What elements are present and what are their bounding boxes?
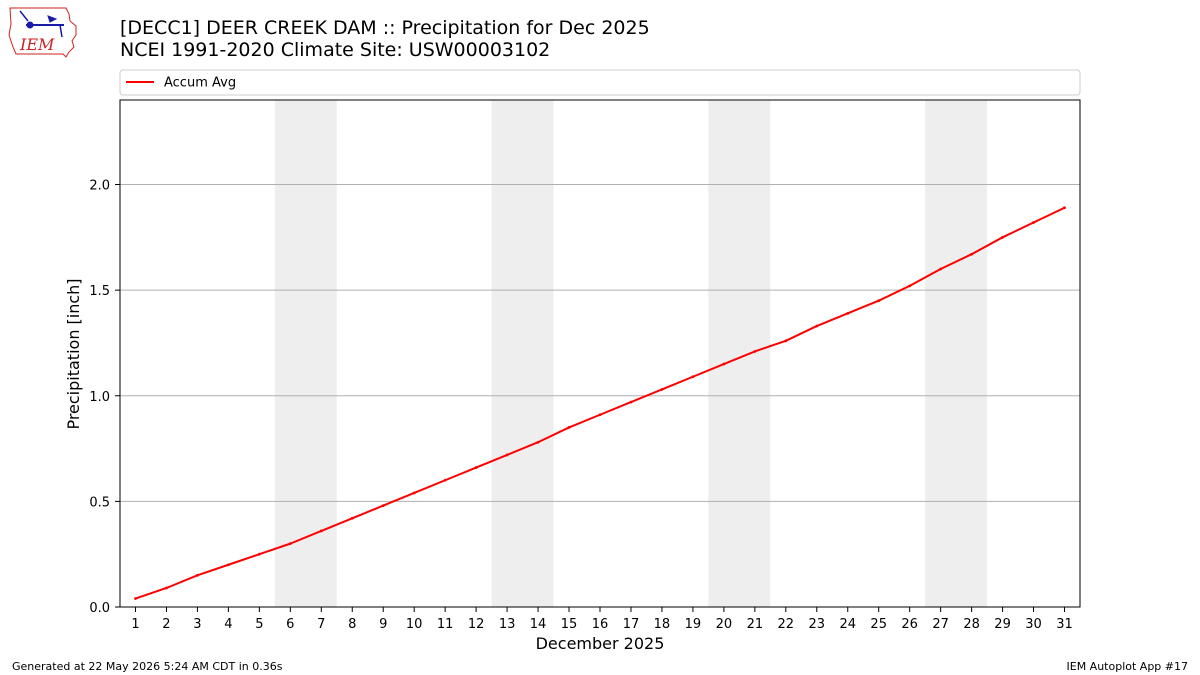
x-tick-label-11: 11 [437,617,454,632]
x-tick-label-3: 3 [193,617,201,632]
data-point-day-23 [815,324,819,328]
data-point-day-19 [691,375,695,379]
x-tick-label-30: 30 [1025,617,1042,632]
grid-lines [120,184,1080,502]
weekend-shading [274,100,988,607]
data-point-day-13 [505,453,509,457]
x-axis-ticks: 1 2 3 4 5 6 7 8 9 10 11 12 13 14 15 16 17 18 19 20 21 22 23 24 2… [131,607,1073,632]
series-layer [134,206,1066,600]
data-point-day-31 [1063,206,1066,210]
x-tick-label-5: 5 [255,617,263,632]
x-tick-label-24: 24 [839,617,856,632]
data-point-day-9 [381,504,385,507]
data-point-day-6 [288,542,292,546]
x-tick-label-29: 29 [994,617,1011,632]
data-point-day-3 [196,573,199,577]
x-tick-label-12: 12 [468,617,485,632]
x-tick-label-8: 8 [348,617,356,632]
data-point-day-10 [412,491,416,495]
data-point-day-8 [350,516,354,520]
x-tick-label-19: 19 [685,617,702,632]
data-point-day-7 [319,529,323,533]
iowa-outline-icon [8,7,77,58]
data-point-day-1 [134,597,137,600]
y-tick-label-3: 1.5 [89,284,110,299]
data-point-day-15 [567,426,571,429]
x-tick-label-7: 7 [317,617,325,632]
x-tick-label-22: 22 [778,617,795,632]
weekend-band-4 [925,100,988,607]
data-point-day-26 [908,284,912,288]
data-point-day-18 [660,388,664,391]
chart-title: [DECC1] DEER CREEK DAM :: Precipitation … [120,17,650,39]
x-tick-label-27: 27 [932,617,949,632]
data-point-day-11 [443,478,447,482]
x-tick-label-10: 10 [406,617,423,632]
legend: Accum Avg [119,69,1081,96]
data-point-day-30 [1032,221,1035,224]
app-label: IEM Autoplot App #17 [1066,660,1189,673]
x-tick-label-21: 21 [747,617,764,632]
x-tick-label-18: 18 [654,617,671,632]
weekend-band-2 [491,100,554,607]
x-tick-label-9: 9 [379,617,387,632]
x-tick-label-28: 28 [963,617,980,632]
legend-label: Accum Avg [164,76,236,91]
weekend-band-3 [708,100,771,607]
x-tick-label-31: 31 [1056,617,1073,632]
data-point-day-27 [939,267,943,271]
data-point-day-29 [1001,235,1004,239]
data-point-day-20 [722,362,726,366]
data-point-day-12 [474,466,478,469]
chart-subtitle: NCEI 1991-2020 Climate Site: USW00003102 [120,39,551,61]
x-tick-label-6: 6 [286,617,294,632]
data-point-day-24 [846,311,850,315]
x-tick-label-15: 15 [561,617,578,632]
x-tick-label-17: 17 [623,617,640,632]
data-point-day-25 [877,299,881,303]
x-tick-label-4: 4 [224,617,232,632]
x-tick-label-2: 2 [162,617,170,632]
data-point-day-22 [784,339,788,343]
legend-box [119,69,1081,96]
x-tick-label-25: 25 [870,617,887,632]
weekend-band-1 [274,100,337,607]
data-point-day-2 [165,586,168,590]
y-axis-label: Precipitation [inch] [64,278,83,429]
data-point-day-28 [970,252,974,256]
data-point-day-21 [753,349,757,353]
y-tick-label-0: 0.0 [89,601,110,616]
x-tick-label-26: 26 [901,617,918,632]
data-point-day-16 [598,413,602,417]
x-tick-label-20: 20 [716,617,733,632]
data-point-day-17 [629,400,633,404]
x-tick-label-13: 13 [499,617,516,632]
y-axis-ticks: 0.0 0.5 1.0 1.5 2.0 [89,179,120,616]
x-tick-label-14: 14 [530,617,547,632]
y-tick-label-1: 0.5 [89,495,110,510]
y-tick-label-2: 1.0 [89,390,110,405]
y-tick-label-4: 2.0 [89,179,110,194]
logo-text: IEM [19,35,55,54]
x-tick-label-1: 1 [131,617,139,632]
iem-logo: IEM [8,7,77,58]
x-tick-label-16: 16 [592,617,609,632]
data-point-day-4 [226,563,230,567]
weather-station-icon [19,10,64,38]
generated-timestamp: Generated at 22 May 2026 5:24 AM CDT in … [12,660,283,673]
data-point-day-14 [536,440,540,444]
data-point-day-5 [257,552,261,556]
x-axis-label: December 2025 [536,634,665,653]
x-tick-label-23: 23 [809,617,826,632]
